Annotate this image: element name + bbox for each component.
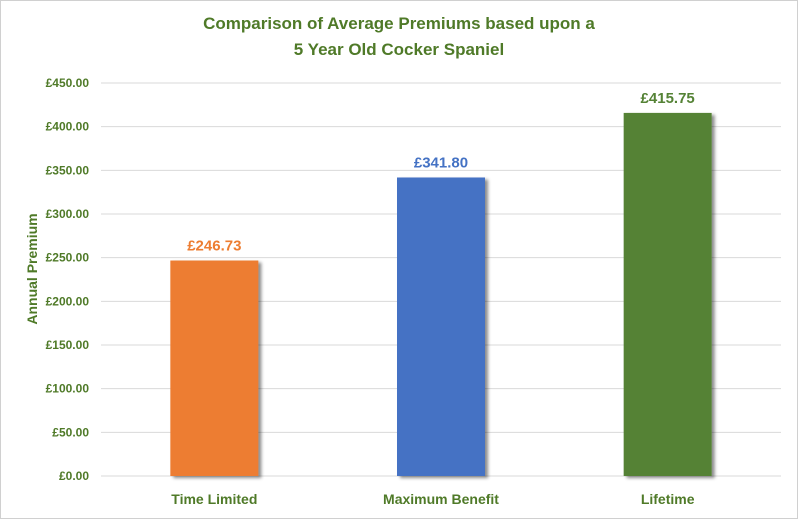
data-label: £246.73 — [187, 238, 241, 255]
y-tick-label: £100.00 — [46, 382, 90, 396]
chart-title-line-1: Comparison of Average Premiums based upo… — [203, 14, 595, 33]
data-label: £341.80 — [414, 154, 468, 171]
y-axis-ticks: £0.00 £50.00 £100.00 £150.00 £200.00 £250.00 £… — [46, 76, 90, 483]
bar-maximum-benefit — [397, 177, 485, 476]
data-label: £415.75 — [641, 90, 695, 107]
x-tick-label: Lifetime — [641, 491, 695, 507]
chart-title-line-2: 5 Year Old Cocker Spaniel — [293, 40, 505, 59]
y-tick-label: £300.00 — [46, 207, 90, 221]
y-tick-label: £50.00 — [52, 425, 89, 439]
y-axis-label: Annual Premium — [24, 213, 40, 324]
x-tick-label: Maximum Benefit — [383, 491, 499, 507]
y-tick-label: £150.00 — [46, 338, 90, 352]
y-tick-label: £450.00 — [46, 76, 90, 90]
data-labels: £246.73 £341.80 £415.75 — [187, 90, 695, 255]
y-tick-label: £250.00 — [46, 251, 90, 265]
y-tick-label: £200.00 — [46, 294, 90, 308]
chart-title: Comparison of Average Premiums based upo… — [1, 11, 797, 63]
x-tick-label: Time Limited — [171, 491, 257, 507]
bar-time-limited — [170, 260, 259, 476]
y-tick-label: £350.00 — [46, 163, 90, 177]
bars — [170, 112, 712, 476]
x-axis-ticks: Time Limited Maximum Benefit Lifetime — [171, 491, 694, 507]
y-tick-label: £0.00 — [59, 469, 89, 483]
y-tick-label: £400.00 — [46, 120, 90, 134]
bar-lifetime — [623, 112, 712, 476]
